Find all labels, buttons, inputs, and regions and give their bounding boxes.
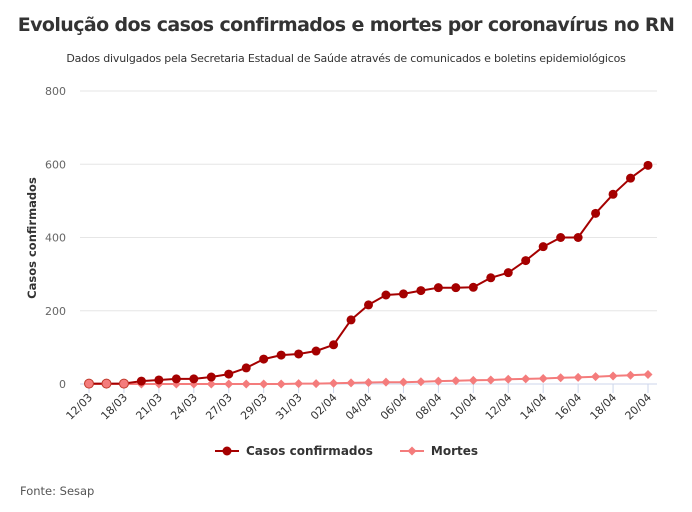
data-point-mortes <box>224 379 234 389</box>
data-point-casos <box>224 369 234 379</box>
data-point-casos <box>241 363 251 373</box>
series-line-casos <box>89 164 649 385</box>
y-tick-label: 400 <box>45 232 66 245</box>
data-point-mortes <box>643 369 653 379</box>
data-point-mortes <box>381 377 391 387</box>
x-axis: 12/03 18/03 21/03 24/03 27/03 29/03 31/03 02/04… <box>64 383 657 423</box>
data-point-mortes <box>259 379 269 389</box>
y-axis-title: Casos confirmados <box>25 177 39 299</box>
x-tick-label: 18/04 <box>588 391 620 423</box>
gridlines <box>80 90 657 312</box>
legend-label: Casos confirmados <box>245 444 373 458</box>
data-point-mortes <box>329 378 339 388</box>
data-point-casos <box>521 256 531 266</box>
data-point-casos <box>503 268 513 278</box>
data-point-overlap <box>101 378 112 389</box>
data-point-casos <box>468 282 478 292</box>
data-point-mortes <box>433 376 443 386</box>
x-tick-label: 24/03 <box>168 391 200 423</box>
y-tick-label: 800 <box>45 85 66 98</box>
data-point-casos <box>538 242 548 252</box>
data-point-casos <box>643 160 653 170</box>
x-tick-label: 21/03 <box>133 391 165 423</box>
x-tick-label: 18/03 <box>98 391 130 423</box>
y-axis-ticks: 0 200 400 600 800 <box>45 85 66 391</box>
data-point-mortes <box>538 374 548 384</box>
data-point-mortes <box>416 377 426 387</box>
data-point-casos <box>136 376 146 386</box>
data-point-mortes <box>503 374 513 384</box>
data-point-casos <box>171 374 181 384</box>
x-tick-label: 06/04 <box>378 391 410 423</box>
x-tick-label: 04/04 <box>343 391 375 423</box>
data-point-casos <box>276 350 286 360</box>
series-group <box>84 160 653 389</box>
x-tick-label: 12/03 <box>64 391 96 423</box>
chart-subtitle: Dados divulgados pela Secretaria Estadua… <box>66 52 626 65</box>
data-point-casos <box>451 283 461 293</box>
data-point-mortes <box>556 373 566 383</box>
data-point-casos <box>608 189 618 199</box>
data-point-casos <box>329 340 339 350</box>
data-point-mortes <box>573 372 583 382</box>
y-tick-label: 0 <box>59 378 66 391</box>
data-point-overlap <box>84 378 94 389</box>
y-tick-label: 200 <box>45 305 66 318</box>
data-point-casos <box>556 233 566 242</box>
data-point-casos <box>626 173 636 183</box>
data-point-casos <box>294 349 304 359</box>
data-point-casos <box>346 315 356 325</box>
data-point-mortes <box>486 375 496 385</box>
data-point-casos <box>189 374 199 384</box>
data-point-mortes <box>276 379 286 389</box>
diamond-marker-icon <box>399 446 424 456</box>
data-point-mortes <box>521 374 531 384</box>
data-point-casos <box>398 289 408 299</box>
data-point-mortes <box>294 379 304 389</box>
source-note: Fonte: Sesap <box>20 484 95 498</box>
data-point-casos <box>573 233 583 242</box>
data-point-mortes <box>241 379 251 389</box>
data-point-mortes <box>364 378 373 388</box>
x-tick-label: 27/03 <box>203 391 235 423</box>
legend: Casos confirmados Mortes <box>0 444 692 458</box>
x-tick-label: 08/04 <box>413 391 445 423</box>
data-point-casos <box>206 372 216 382</box>
data-point-casos <box>591 208 601 218</box>
data-point-mortes <box>206 379 216 389</box>
circle-marker-icon <box>214 446 239 456</box>
data-point-casos <box>381 290 391 300</box>
data-point-casos <box>154 375 164 385</box>
data-point-casos <box>311 346 321 356</box>
data-point-casos <box>364 300 373 310</box>
data-point-mortes <box>468 375 478 385</box>
data-point-mortes <box>626 370 636 380</box>
data-point-mortes <box>398 377 408 387</box>
data-point-overlap <box>118 378 129 389</box>
chart-title: Evolução dos casos confirmados e mortes … <box>17 14 675 36</box>
data-point-mortes <box>591 372 601 382</box>
legend-item-casos[interactable]: Casos confirmados <box>214 444 373 458</box>
y-tick-label: 600 <box>45 158 66 171</box>
x-tick-label: 16/04 <box>553 391 585 423</box>
x-tick-label: 29/03 <box>238 391 270 423</box>
data-point-casos <box>486 273 496 283</box>
legend-label: Mortes <box>430 444 479 458</box>
legend-item-mortes[interactable]: Mortes <box>399 444 478 458</box>
data-point-mortes <box>311 379 321 389</box>
x-tick-label: 31/03 <box>273 391 305 423</box>
x-tick-label: 12/04 <box>483 391 515 423</box>
data-point-mortes <box>346 378 356 388</box>
x-tick-label: 20/04 <box>623 391 655 423</box>
x-tick-label: 14/04 <box>518 391 550 423</box>
x-tick-label: 02/04 <box>308 391 340 423</box>
data-point-casos <box>259 354 269 364</box>
data-point-mortes <box>451 376 461 386</box>
data-point-casos <box>416 286 426 296</box>
data-point-casos <box>433 283 443 293</box>
x-tick-label: 10/04 <box>448 391 480 423</box>
data-point-mortes <box>608 371 618 381</box>
